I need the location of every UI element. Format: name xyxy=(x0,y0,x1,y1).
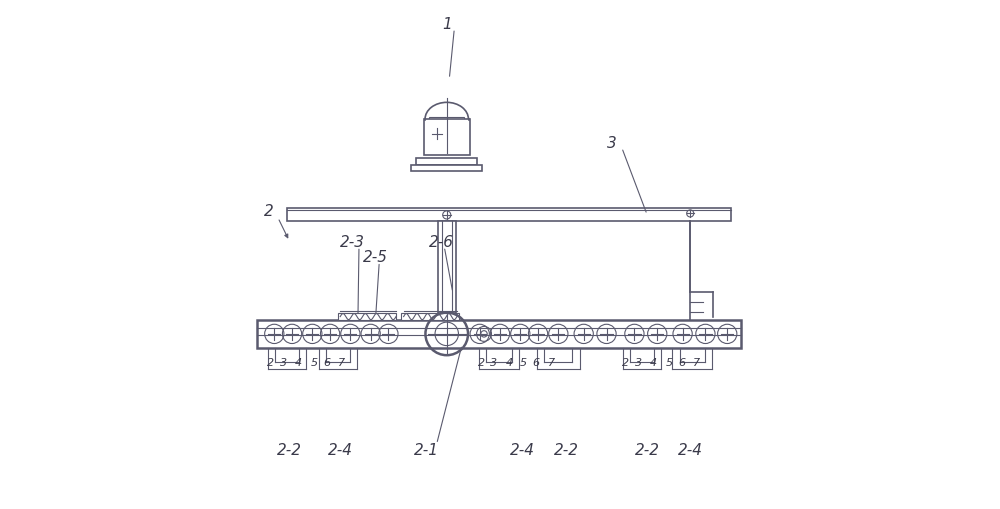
Text: 1: 1 xyxy=(442,17,452,32)
Text: 2-2: 2-2 xyxy=(553,442,578,457)
Text: 2: 2 xyxy=(264,204,274,219)
FancyBboxPatch shape xyxy=(416,158,477,166)
Text: 2-5: 2-5 xyxy=(363,249,388,265)
Text: 2-4: 2-4 xyxy=(510,442,535,457)
FancyBboxPatch shape xyxy=(455,124,462,146)
FancyBboxPatch shape xyxy=(287,209,731,221)
Text: 5: 5 xyxy=(520,357,527,367)
Text: 7: 7 xyxy=(693,357,700,367)
Text: 2: 2 xyxy=(478,357,485,367)
Text: 4: 4 xyxy=(650,357,657,367)
Text: 6: 6 xyxy=(323,357,330,367)
Text: 2-3: 2-3 xyxy=(340,234,365,249)
Text: 2-1: 2-1 xyxy=(414,442,439,457)
Text: 7: 7 xyxy=(548,357,555,367)
Text: 7: 7 xyxy=(338,357,345,367)
FancyBboxPatch shape xyxy=(338,314,396,320)
FancyBboxPatch shape xyxy=(424,120,470,156)
FancyBboxPatch shape xyxy=(411,165,482,172)
Text: 4: 4 xyxy=(295,357,302,367)
Text: 3: 3 xyxy=(280,357,287,367)
Text: 6: 6 xyxy=(678,357,685,367)
Text: 6: 6 xyxy=(532,357,540,367)
Text: 2: 2 xyxy=(267,357,274,367)
Text: 2-6: 2-6 xyxy=(429,234,454,249)
FancyBboxPatch shape xyxy=(257,320,741,348)
Text: 3: 3 xyxy=(635,357,642,367)
Text: 3: 3 xyxy=(607,135,616,151)
Text: 2: 2 xyxy=(622,357,629,367)
Text: 3: 3 xyxy=(490,357,497,367)
FancyBboxPatch shape xyxy=(455,129,461,143)
FancyBboxPatch shape xyxy=(429,118,464,151)
Text: 2-2: 2-2 xyxy=(635,442,660,457)
Text: 5: 5 xyxy=(310,357,317,367)
FancyBboxPatch shape xyxy=(438,221,456,314)
Text: 2-4: 2-4 xyxy=(328,442,353,457)
Text: 2-2: 2-2 xyxy=(277,442,302,457)
Text: 5: 5 xyxy=(665,357,672,367)
Text: 2-4: 2-4 xyxy=(678,442,703,457)
FancyBboxPatch shape xyxy=(401,314,459,320)
Text: 4: 4 xyxy=(506,357,513,367)
